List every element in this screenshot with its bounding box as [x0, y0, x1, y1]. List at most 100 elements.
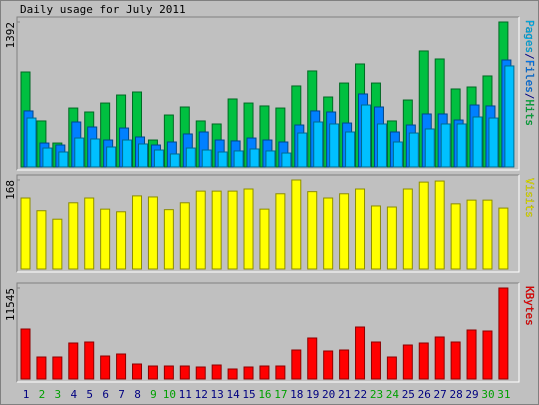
y-tick-label: 11545: [4, 288, 17, 321]
legend: KBytes: [523, 286, 536, 326]
bar: [323, 350, 334, 380]
x-tick-label: 23: [370, 388, 383, 401]
panel-border: [17, 283, 520, 383]
bar: [386, 206, 397, 270]
bar: [450, 203, 461, 270]
bar: [179, 365, 190, 380]
x-tick-label: 17: [274, 388, 287, 401]
bar: [440, 123, 451, 168]
bar: [20, 328, 31, 380]
bar: [249, 148, 260, 168]
bar: [90, 138, 101, 168]
x-tick-label: 26: [418, 388, 431, 401]
bar: [100, 208, 111, 270]
bar: [201, 149, 212, 168]
bar: [345, 131, 356, 168]
bar: [402, 344, 413, 380]
bar: [138, 143, 149, 168]
bar: [217, 151, 228, 168]
bar: [195, 366, 206, 380]
bar: [418, 342, 429, 380]
bar: [291, 349, 302, 380]
x-tick-label: 2: [39, 388, 46, 401]
bar: [339, 193, 350, 270]
x-tick-label: 7: [118, 388, 125, 401]
bar: [42, 147, 53, 168]
bar: [450, 341, 461, 380]
legend-entry: Visits: [523, 178, 536, 218]
legend-entry: Pages: [523, 20, 536, 53]
x-tick-label: 20: [322, 388, 335, 401]
bar: [58, 151, 69, 168]
bar: [116, 211, 127, 270]
bar: [498, 207, 509, 270]
bar: [297, 132, 308, 168]
bar: [227, 368, 238, 380]
bar: [434, 336, 445, 380]
bar: [281, 152, 292, 168]
bar: [376, 123, 387, 168]
x-tick-label: 22: [354, 388, 367, 401]
bar: [227, 190, 238, 270]
bar: [504, 65, 515, 168]
bar: [233, 150, 244, 168]
bar: [291, 179, 302, 270]
x-tick-label: 16: [258, 388, 271, 401]
x-tick-label: 1: [23, 388, 30, 401]
bar: [153, 149, 164, 168]
bar: [370, 341, 381, 380]
x-tick-label: 4: [70, 388, 77, 401]
bar: [52, 356, 63, 380]
x-tick-label: 10: [163, 388, 176, 401]
bar: [392, 141, 403, 168]
bar: [163, 365, 174, 380]
bar: [36, 356, 47, 380]
chart-title: Daily usage for July 2011: [20, 3, 186, 16]
bar: [498, 287, 509, 380]
legend-entry: Files: [523, 60, 536, 93]
bar: [20, 197, 31, 270]
y-tick-label: 168: [4, 180, 17, 200]
bar: [402, 188, 413, 270]
x-tick-label: 29: [465, 388, 478, 401]
bar: [259, 365, 270, 380]
bar: [163, 209, 174, 270]
legend-separator: /: [523, 53, 536, 60]
bar: [472, 116, 483, 168]
bar: [370, 205, 381, 270]
bar: [386, 356, 397, 380]
legend-entry: KBytes: [523, 286, 536, 326]
panel-border: [16, 174, 519, 272]
bar: [307, 337, 318, 380]
legend-entry: Hits: [523, 100, 536, 127]
bar: [132, 363, 143, 380]
bar: [482, 199, 493, 270]
bar: [355, 188, 366, 270]
bar: [74, 137, 85, 168]
bar: [313, 121, 324, 168]
bar: [169, 153, 180, 168]
x-tick-label: 13: [211, 388, 224, 401]
bar: [106, 146, 117, 168]
legend-separator: /: [523, 93, 536, 100]
bar: [122, 139, 133, 168]
x-tick-label: 6: [102, 388, 109, 401]
bar: [408, 132, 419, 168]
panel-border: [16, 16, 519, 170]
bar: [434, 180, 445, 270]
x-tick-label: 15: [242, 388, 255, 401]
bar: [100, 355, 111, 380]
legend: Visits: [523, 178, 536, 218]
bar: [179, 202, 190, 270]
bar: [116, 353, 127, 380]
x-tick-label: 11: [179, 388, 192, 401]
bar: [243, 188, 254, 270]
bar: [52, 218, 63, 270]
panel-border: [17, 17, 520, 171]
bar: [265, 150, 276, 168]
bar: [361, 104, 372, 168]
bar: [323, 197, 334, 270]
x-tick-label: 30: [481, 388, 494, 401]
bar: [456, 123, 467, 168]
bar: [339, 349, 350, 380]
